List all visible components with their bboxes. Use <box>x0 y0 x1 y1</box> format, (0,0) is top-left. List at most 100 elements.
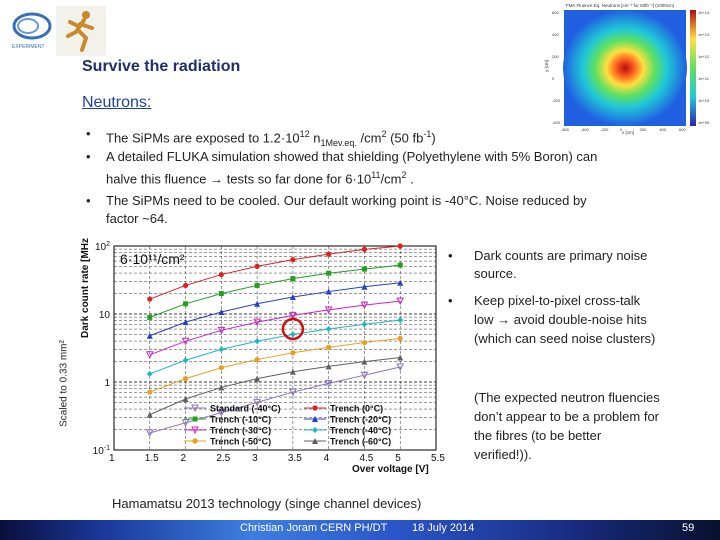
heatmap-xtick: -200 <box>600 127 609 132</box>
data-point <box>217 409 226 417</box>
data-point <box>191 426 199 435</box>
data-point <box>289 388 297 397</box>
data-point <box>218 271 224 278</box>
bullet-crosstalk-line2: low → avoid double-noise hits <box>474 312 647 327</box>
data-point <box>191 404 199 413</box>
footer-date: 18 July 2014 <box>412 522 475 534</box>
heatmap-colorbar-ticks: 1e+14 1e+13 1e+12 1e+11 1e+10 1e+09 <box>698 10 710 125</box>
heatmap-xtick: 200 <box>640 127 647 132</box>
cern-logo: EXPERIMENT <box>12 12 52 50</box>
data-point <box>361 339 368 346</box>
heatmap-colorbar-tick: 1e+09 <box>698 120 710 125</box>
chart-legend: Standard (-40°C) Trench (0°C) Trench (-10°… <box>184 404 391 447</box>
legend-label: Standard (-40°C) <box>210 404 281 414</box>
data-point <box>254 263 260 269</box>
bullet-marker: • <box>86 193 91 208</box>
data-point <box>397 262 403 268</box>
data-point <box>396 363 405 372</box>
data-point <box>289 311 297 320</box>
data-point <box>147 314 153 320</box>
runner-logo <box>56 6 106 56</box>
page-number: 59 <box>682 522 695 534</box>
heatmap-colorbar-tick: 1e+14 <box>698 10 710 15</box>
heatmap-xtick: -400 <box>581 127 590 132</box>
bullet-cooling-line2: factor ~64. <box>106 211 168 226</box>
legend-label: Trench (0°C) <box>330 404 383 414</box>
data-point <box>290 257 296 263</box>
bullet-crosstalk-line3: (which can seed noise clusters) <box>474 331 656 346</box>
heatmap-ytick: 200 <box>552 54 559 59</box>
section-heading: Neutrons: <box>82 94 152 111</box>
series-line <box>149 282 401 337</box>
data-point <box>218 365 224 371</box>
legend-label: Trench (-40°C) <box>330 426 391 436</box>
data-point <box>192 438 198 444</box>
series-line <box>149 245 401 300</box>
data-point <box>361 358 368 365</box>
legend-label: Trench (-10°C) <box>210 415 271 425</box>
legend-label: Trench (-50°C) <box>210 437 271 447</box>
legend-label: Trench (-60°C) <box>330 437 391 447</box>
data-point <box>361 321 368 328</box>
slide-title: Survive the radiation <box>82 58 241 75</box>
x-tick-label: 4 <box>324 453 330 464</box>
x-tick-label: 2 <box>181 453 187 464</box>
heatmap-ytick: 600 <box>552 10 559 15</box>
heatmap-ytick: -200 <box>552 98 561 103</box>
data-point <box>290 276 296 282</box>
x-tick-label: 2.5 <box>216 453 230 464</box>
data-point <box>254 282 260 288</box>
data-point <box>253 398 261 407</box>
data-point <box>254 300 261 307</box>
data-point <box>218 346 225 353</box>
bullet-exposure: The SiPMs are exposed to 1.2·1012 n1Mev.… <box>106 129 436 148</box>
series-line <box>149 337 401 393</box>
footer-bar <box>0 520 720 540</box>
y-tick-label: 10 <box>99 310 111 321</box>
data-point <box>324 306 333 315</box>
data-point <box>397 335 403 342</box>
bullet-marker: • <box>86 149 91 164</box>
data-point <box>289 331 296 338</box>
x-tick-label: 1 <box>109 453 115 464</box>
x-tick-label: 3 <box>252 453 258 464</box>
series-line <box>149 264 401 318</box>
data-point <box>360 371 369 380</box>
data-point <box>324 379 333 388</box>
chart-frame <box>113 245 437 451</box>
heatmap-xtick: 600 <box>679 127 686 132</box>
data-point <box>218 384 225 391</box>
data-point <box>312 438 318 444</box>
data-point <box>360 301 369 310</box>
series-line <box>149 366 401 434</box>
data-point <box>325 363 332 370</box>
arrow-icon: → <box>497 312 511 327</box>
arrow-icon: → <box>210 171 224 187</box>
footer-author: Christian Joram CERN PH/DT <box>240 522 388 534</box>
data-point <box>397 317 404 324</box>
data-point <box>397 354 404 361</box>
bullet-crosstalk-line1: Keep pixel-to-pixel cross-talk <box>474 293 641 308</box>
note-line: verified!)). <box>474 447 532 462</box>
data-point <box>145 351 154 359</box>
data-point <box>254 356 260 363</box>
bullet-fluka-line1: A detailed FLUKA simulation showed that … <box>106 149 598 164</box>
data-point <box>312 416 318 422</box>
highlight-circle <box>281 317 305 341</box>
x-tick-label: 5 <box>395 453 401 464</box>
data-point <box>217 326 226 335</box>
svg-text:EXPERIMENT: EXPERIMENT <box>12 44 45 50</box>
data-point <box>182 357 189 364</box>
data-point <box>289 368 296 375</box>
legend-label: Trench (-20°C) <box>330 415 391 425</box>
heatmap-ytick: 400 <box>552 32 559 37</box>
fluence-heatmap: FMA Fluence Eq. Neutrons [cm⁻² for 50fb⁻… <box>544 3 710 135</box>
heatmap-xtick: 400 <box>659 127 666 132</box>
heatmap-ylabel: y [cm] <box>544 60 549 72</box>
data-point <box>361 266 367 272</box>
heatmap-xtick: 0 <box>620 127 623 132</box>
data-point <box>312 405 318 411</box>
chart-xlabel: Over voltage [V] <box>352 464 429 475</box>
data-point <box>181 337 190 346</box>
